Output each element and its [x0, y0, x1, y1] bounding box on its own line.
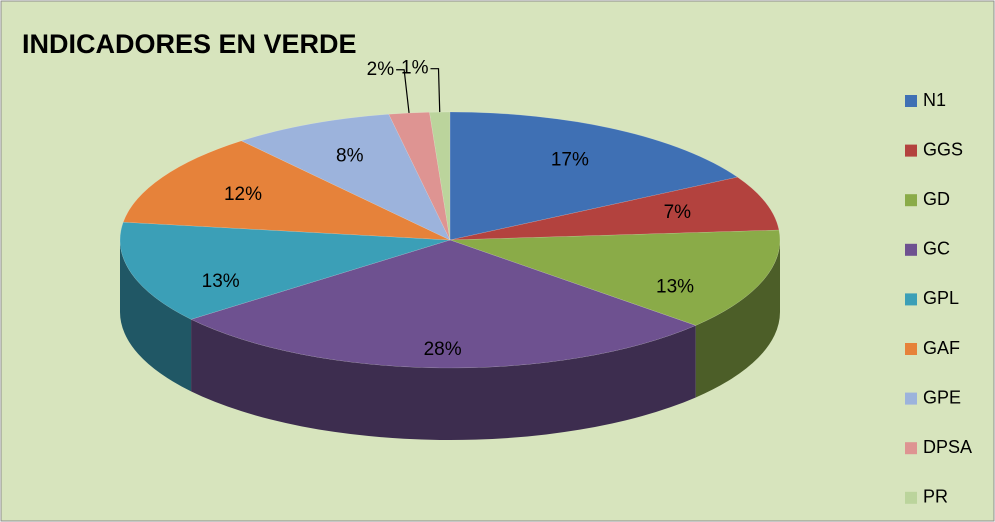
legend-swatch: [905, 293, 917, 306]
legend-swatch: [905, 144, 917, 157]
pie-slice: [449, 111, 739, 241]
legend-label: N1: [923, 90, 946, 110]
data-label: 13%: [202, 271, 240, 292]
leader-line: [396, 69, 410, 114]
pie-slice: [388, 111, 451, 241]
legend-label: PR: [923, 487, 948, 507]
pie-slice: [429, 111, 451, 241]
legend-swatch: [905, 194, 917, 207]
legend-label: GD: [923, 189, 950, 209]
pie-sides: [120, 240, 780, 440]
data-label: 28%: [424, 339, 462, 360]
legend-swatch: [905, 491, 917, 504]
data-labels: 17% 7% 13% 28% 13% 12% 8% 2% 1%: [202, 58, 695, 360]
legend-swatch: [905, 392, 917, 405]
legend-label: DPSA: [923, 437, 972, 457]
pie-slice: [240, 113, 451, 241]
data-label: 7%: [664, 202, 692, 223]
pie-slice: [449, 229, 781, 326]
legend-label: GPE: [923, 387, 961, 407]
legend-label: GC: [923, 239, 950, 259]
legend-label: GGS: [923, 139, 963, 159]
chart-title: INDICADORES EN VERDE: [22, 29, 357, 59]
data-label: 17%: [551, 149, 589, 170]
pie-slice: [449, 176, 780, 241]
legend-label: GPL: [923, 288, 959, 308]
legend-swatch: [905, 243, 917, 256]
pie-slice-side: [120, 240, 192, 392]
legend: N1 GGS GD GC GPL GAF GPE DPSA PR: [905, 90, 972, 507]
pie-slice: [119, 221, 451, 320]
pie-slice-side: [191, 319, 696, 440]
pie-slice: [190, 239, 697, 369]
legend-label: GAF: [923, 338, 960, 358]
data-label: 13%: [656, 277, 694, 298]
data-label: 12%: [224, 184, 262, 205]
legend-swatch: [905, 95, 917, 107]
pie-tops: [119, 111, 781, 369]
data-label: 1%: [401, 58, 429, 79]
legend-swatch: [905, 343, 917, 355]
data-label: 2%: [367, 59, 395, 80]
legend-swatch: [905, 442, 917, 455]
pie-slice-side: [695, 240, 780, 398]
data-label: 8%: [336, 145, 364, 166]
leader-line: [430, 68, 441, 113]
pie-slice: [122, 140, 451, 241]
